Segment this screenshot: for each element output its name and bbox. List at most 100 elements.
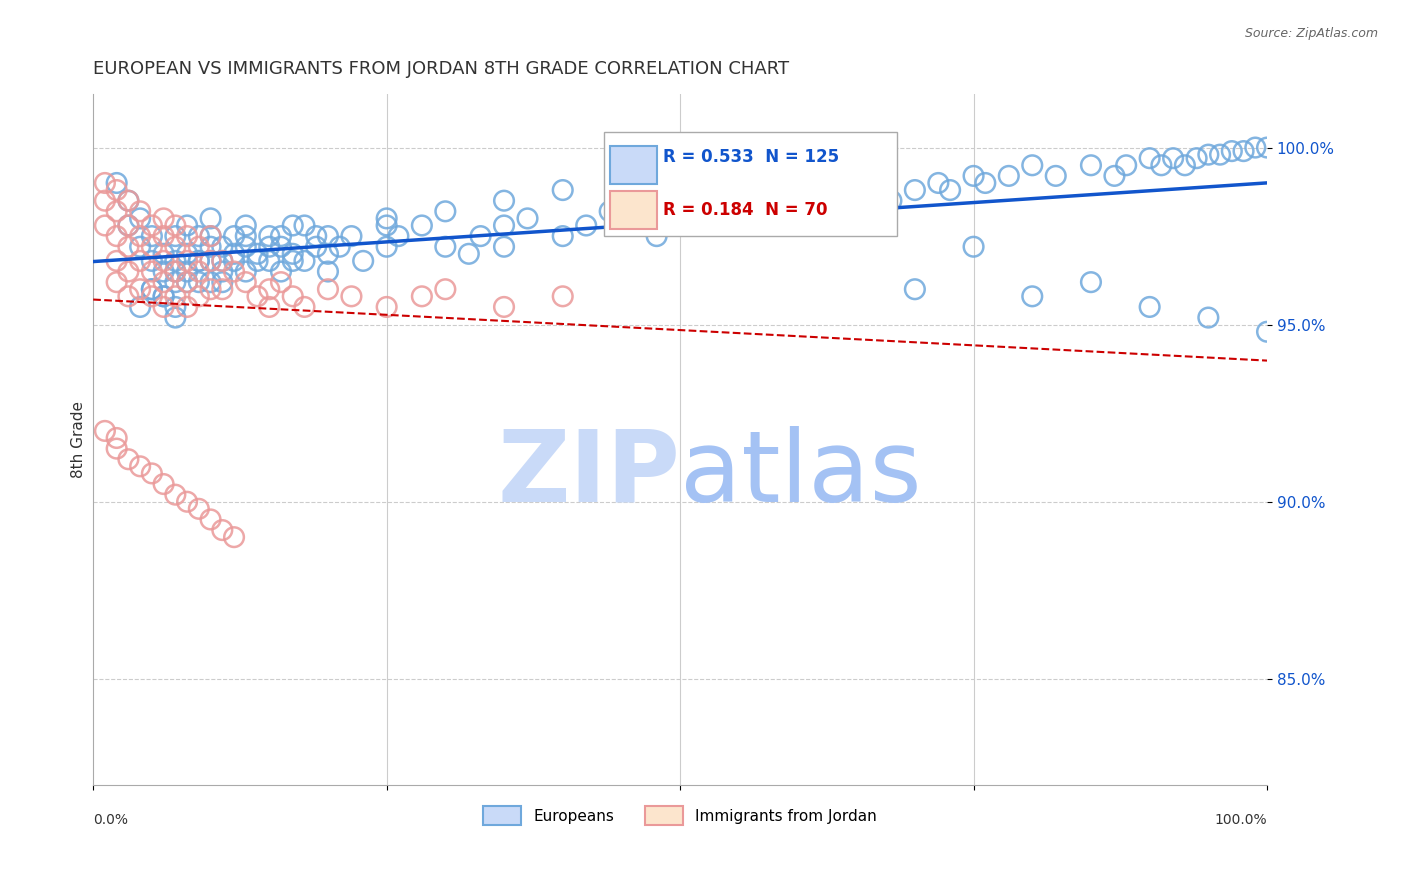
Point: [141, 264, 163, 278]
Point: [105, 229, 128, 244]
Point: [1220, 144, 1243, 158]
Point: [117, 264, 139, 278]
Point: [904, 282, 927, 296]
Point: [281, 253, 304, 268]
Y-axis label: 8th Grade: 8th Grade: [72, 401, 86, 478]
Point: [117, 240, 139, 254]
Point: [270, 275, 292, 289]
Point: [211, 264, 233, 278]
Point: [200, 282, 222, 296]
Point: [1080, 275, 1102, 289]
Point: [105, 183, 128, 197]
Point: [599, 204, 621, 219]
Point: [94, 176, 117, 190]
Point: [1080, 158, 1102, 172]
Text: 0.0%: 0.0%: [93, 814, 128, 828]
Point: [117, 289, 139, 303]
Point: [434, 240, 457, 254]
Point: [176, 494, 198, 508]
Point: [294, 253, 316, 268]
Point: [222, 253, 245, 268]
Point: [329, 240, 352, 254]
Point: [200, 229, 222, 244]
Point: [165, 488, 187, 502]
Point: [259, 300, 281, 314]
Point: [411, 219, 433, 233]
Point: [551, 229, 574, 244]
Point: [129, 211, 152, 226]
Point: [222, 264, 245, 278]
Point: [200, 240, 222, 254]
Point: [129, 459, 152, 474]
Point: [117, 219, 139, 233]
Point: [845, 219, 868, 233]
Point: [152, 289, 174, 303]
Point: [129, 240, 152, 254]
Point: [316, 247, 339, 261]
Point: [176, 219, 198, 233]
Point: [1115, 158, 1137, 172]
Point: [152, 275, 174, 289]
Point: [669, 211, 692, 226]
Point: [305, 240, 328, 254]
Point: [211, 253, 233, 268]
FancyBboxPatch shape: [610, 146, 657, 185]
Point: [200, 211, 222, 226]
Point: [152, 253, 174, 268]
Point: [211, 523, 233, 537]
Point: [222, 229, 245, 244]
Point: [117, 194, 139, 208]
Point: [176, 264, 198, 278]
Point: [129, 204, 152, 219]
Point: [939, 183, 962, 197]
Point: [222, 530, 245, 544]
Point: [211, 275, 233, 289]
Point: [187, 289, 209, 303]
Point: [1185, 151, 1208, 165]
Point: [105, 431, 128, 445]
Point: [165, 219, 187, 233]
Point: [294, 219, 316, 233]
Text: ZIP: ZIP: [498, 425, 681, 523]
Point: [141, 282, 163, 296]
Point: [727, 219, 749, 233]
Point: [152, 289, 174, 303]
Point: [610, 176, 633, 190]
Point: [165, 264, 187, 278]
Point: [165, 229, 187, 244]
Point: [117, 219, 139, 233]
Point: [645, 229, 668, 244]
Point: [492, 219, 515, 233]
Point: [1209, 147, 1232, 161]
Point: [434, 282, 457, 296]
Point: [786, 194, 808, 208]
Text: 100.0%: 100.0%: [1215, 814, 1267, 828]
Point: [259, 253, 281, 268]
Point: [1021, 158, 1043, 172]
Point: [740, 219, 762, 233]
Point: [117, 194, 139, 208]
Point: [176, 253, 198, 268]
Point: [352, 253, 374, 268]
Text: R = 0.533  N = 125: R = 0.533 N = 125: [662, 147, 838, 166]
Point: [152, 477, 174, 491]
Point: [222, 247, 245, 261]
Point: [1150, 158, 1173, 172]
Point: [1256, 140, 1278, 154]
Text: Source: ZipAtlas.com: Source: ZipAtlas.com: [1244, 27, 1378, 40]
Point: [176, 229, 198, 244]
Point: [259, 229, 281, 244]
Text: R = 0.184  N = 70: R = 0.184 N = 70: [662, 202, 827, 219]
Point: [551, 183, 574, 197]
Point: [294, 300, 316, 314]
Point: [1232, 144, 1254, 158]
Point: [316, 282, 339, 296]
Point: [200, 512, 222, 526]
Point: [1197, 310, 1219, 325]
Point: [516, 211, 538, 226]
Point: [141, 282, 163, 296]
Point: [1174, 158, 1197, 172]
Point: [669, 169, 692, 183]
Point: [141, 289, 163, 303]
Point: [270, 240, 292, 254]
